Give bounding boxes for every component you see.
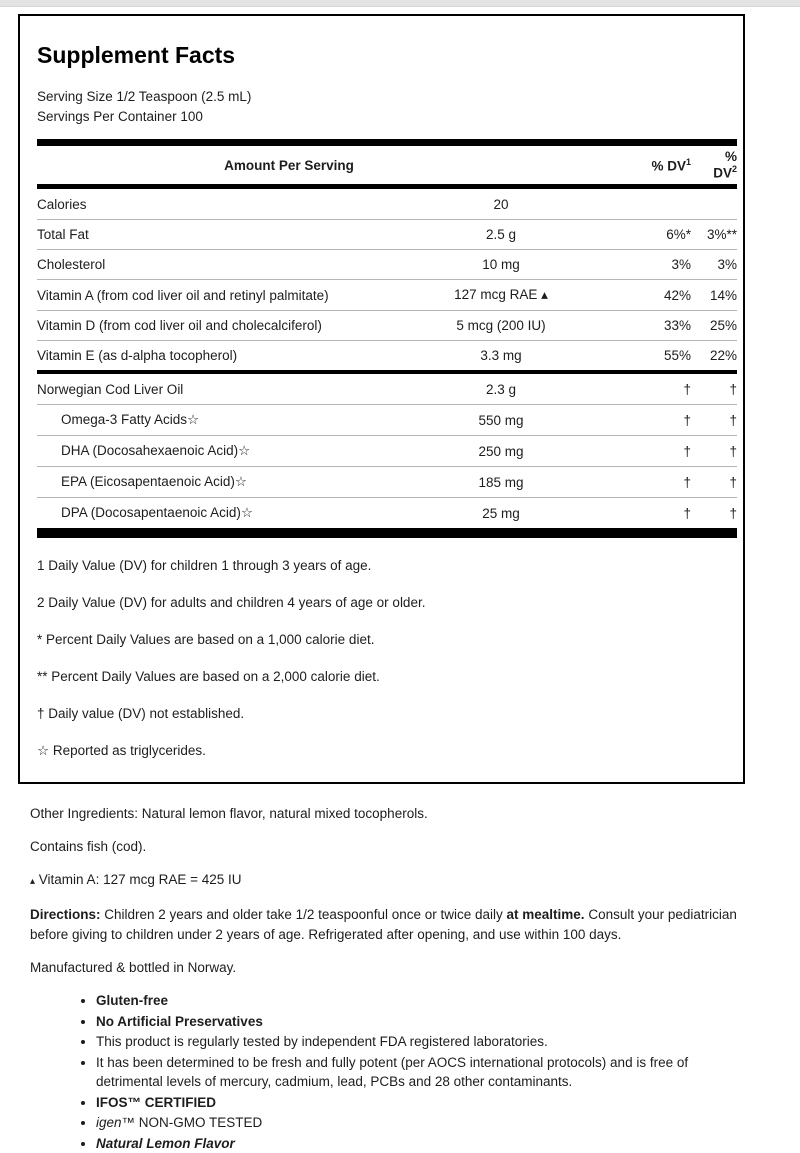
dv1-value: † <box>631 444 691 459</box>
nutrient-amount: 185 mg <box>371 475 631 490</box>
other-ingredients: Other Ingredients: Natural lemon flavor,… <box>30 804 748 824</box>
footnote: ☆ Reported as triglycerides. <box>37 741 737 760</box>
dv1-value: 55% <box>631 348 691 363</box>
nutrient-name: DPA (Docosapentaenoic Acid)☆ <box>37 505 371 521</box>
nutrient-amount: 25 mg <box>371 506 631 521</box>
footnote: 2 Daily Value (DV) for adults and childr… <box>37 593 737 612</box>
nutrient-amount: 127 mcg RAE ▴ <box>371 287 631 303</box>
serving-size: Serving Size 1/2 Teaspoon (2.5 mL) <box>37 87 737 107</box>
top-divider-strip <box>0 0 800 7</box>
footnote: ** Percent Daily Values are based on a 2… <box>37 667 737 686</box>
dv2-value: 3% <box>691 257 737 272</box>
dv1-value: † <box>631 382 691 397</box>
dv1-value: 33% <box>631 318 691 333</box>
directions: Directions: Children 2 years and older t… <box>30 905 748 945</box>
additional-info-section: Other Ingredients: Natural lemon flavor,… <box>30 804 748 1153</box>
directions-label: Directions: <box>30 907 101 922</box>
percent-dv2-header: % DV2 <box>691 150 737 180</box>
nutrient-name: Vitamin E (as d-alpha tocopherol) <box>37 348 371 363</box>
footnote: * Percent Daily Values are based on a 1,… <box>37 630 737 649</box>
percent-dv1-header: % DV1 <box>631 157 691 174</box>
vitamin-a-note: ▴ Vitamin A: 127 mcg RAE = 425 IU <box>30 870 748 892</box>
panel-title: Supplement Facts <box>37 42 737 69</box>
dv2-value: 14% <box>691 288 737 303</box>
feature-item: Gluten-free <box>96 991 748 1011</box>
nutrient-amount: 5 mcg (200 IU) <box>371 318 631 333</box>
nutrient-name: EPA (Eicosapentaenoic Acid)☆ <box>37 474 371 490</box>
nutrient-name: Vitamin A (from cod liver oil and retiny… <box>37 288 371 303</box>
dv1-value: † <box>631 413 691 428</box>
nutrient-name: Total Fat <box>37 227 371 242</box>
nutrient-amount: 550 mg <box>371 413 631 428</box>
footnote: 1 Daily Value (DV) for children 1 throug… <box>37 556 737 575</box>
dv2-value: † <box>691 382 737 397</box>
nutrient-name: Cholesterol <box>37 257 371 272</box>
manufactured-statement: Manufactured & bottled in Norway. <box>30 958 748 978</box>
allergen-statement: Contains fish (cod). <box>30 837 748 857</box>
dv2-value: † <box>691 475 737 490</box>
feature-item: igen™ NON-GMO TESTED <box>96 1113 748 1133</box>
footnote: † Daily value (DV) not established. <box>37 704 737 723</box>
dv2-value: 3%** <box>691 227 737 242</box>
nutrient-row: Omega-3 Fatty Acids☆550 mg†† <box>37 404 737 435</box>
thick-divider-bar <box>37 139 737 146</box>
nutrient-name: Vitamin D (from cod liver oil and cholec… <box>37 318 371 333</box>
dv1-value: 42% <box>631 288 691 303</box>
dv2-value: † <box>691 444 737 459</box>
product-features-list: Gluten-freeNo Artificial PreservativesTh… <box>30 991 748 1153</box>
nutrient-amount: 10 mg <box>371 257 631 272</box>
dv2-value: 22% <box>691 348 737 363</box>
nutrient-row: Vitamin A (from cod liver oil and retiny… <box>37 279 737 310</box>
dv1-value: † <box>631 506 691 521</box>
nutrient-name: Omega-3 Fatty Acids☆ <box>37 412 371 428</box>
serving-info: Serving Size 1/2 Teaspoon (2.5 mL) Servi… <box>37 87 737 127</box>
dv2-value: 25% <box>691 318 737 333</box>
feature-item: No Artificial Preservatives <box>96 1012 748 1032</box>
nutrient-row: Vitamin D (from cod liver oil and cholec… <box>37 310 737 340</box>
table-header-row: Amount Per Serving % DV1 % DV2 <box>37 146 737 184</box>
nutrient-amount: 20 <box>371 197 631 212</box>
feature-item: It has been determined to be fresh and f… <box>96 1053 748 1092</box>
nutrient-row: EPA (Eicosapentaenoic Acid)☆185 mg†† <box>37 466 737 497</box>
footnotes-block: 1 Daily Value (DV) for children 1 throug… <box>37 538 737 782</box>
dv2-value: † <box>691 413 737 428</box>
nutrient-amount: 250 mg <box>371 444 631 459</box>
dv1-value: 3% <box>631 257 691 272</box>
nutrient-name: Norwegian Cod Liver Oil <box>37 382 371 397</box>
nutrient-amount: 2.3 g <box>371 382 631 397</box>
nutrient-amount: 2.5 g <box>371 227 631 242</box>
supplement-facts-panel: Supplement Facts Serving Size 1/2 Teaspo… <box>18 14 745 784</box>
feature-item: IFOS™ CERTIFIED <box>96 1093 748 1113</box>
nutrient-name: DHA (Docosahexaenoic Acid)☆ <box>37 443 371 459</box>
feature-item: Natural Lemon Flavor <box>96 1134 748 1153</box>
amount-per-serving-header: Amount Per Serving <box>37 158 631 173</box>
dv1-value: 6%* <box>631 227 691 242</box>
nutrient-amount: 3.3 mg <box>371 348 631 363</box>
nutrient-row: DPA (Docosapentaenoic Acid)☆25 mg†† <box>37 497 737 528</box>
dv2-value: † <box>691 506 737 521</box>
nutrient-row: DHA (Docosahexaenoic Acid)☆250 mg†† <box>37 435 737 466</box>
dv1-value: † <box>631 475 691 490</box>
servings-per-container: Servings Per Container 100 <box>37 107 737 127</box>
feature-item: This product is regularly tested by inde… <box>96 1032 748 1052</box>
bottom-divider-bar <box>37 528 737 538</box>
nutrient-name: Calories <box>37 197 371 212</box>
